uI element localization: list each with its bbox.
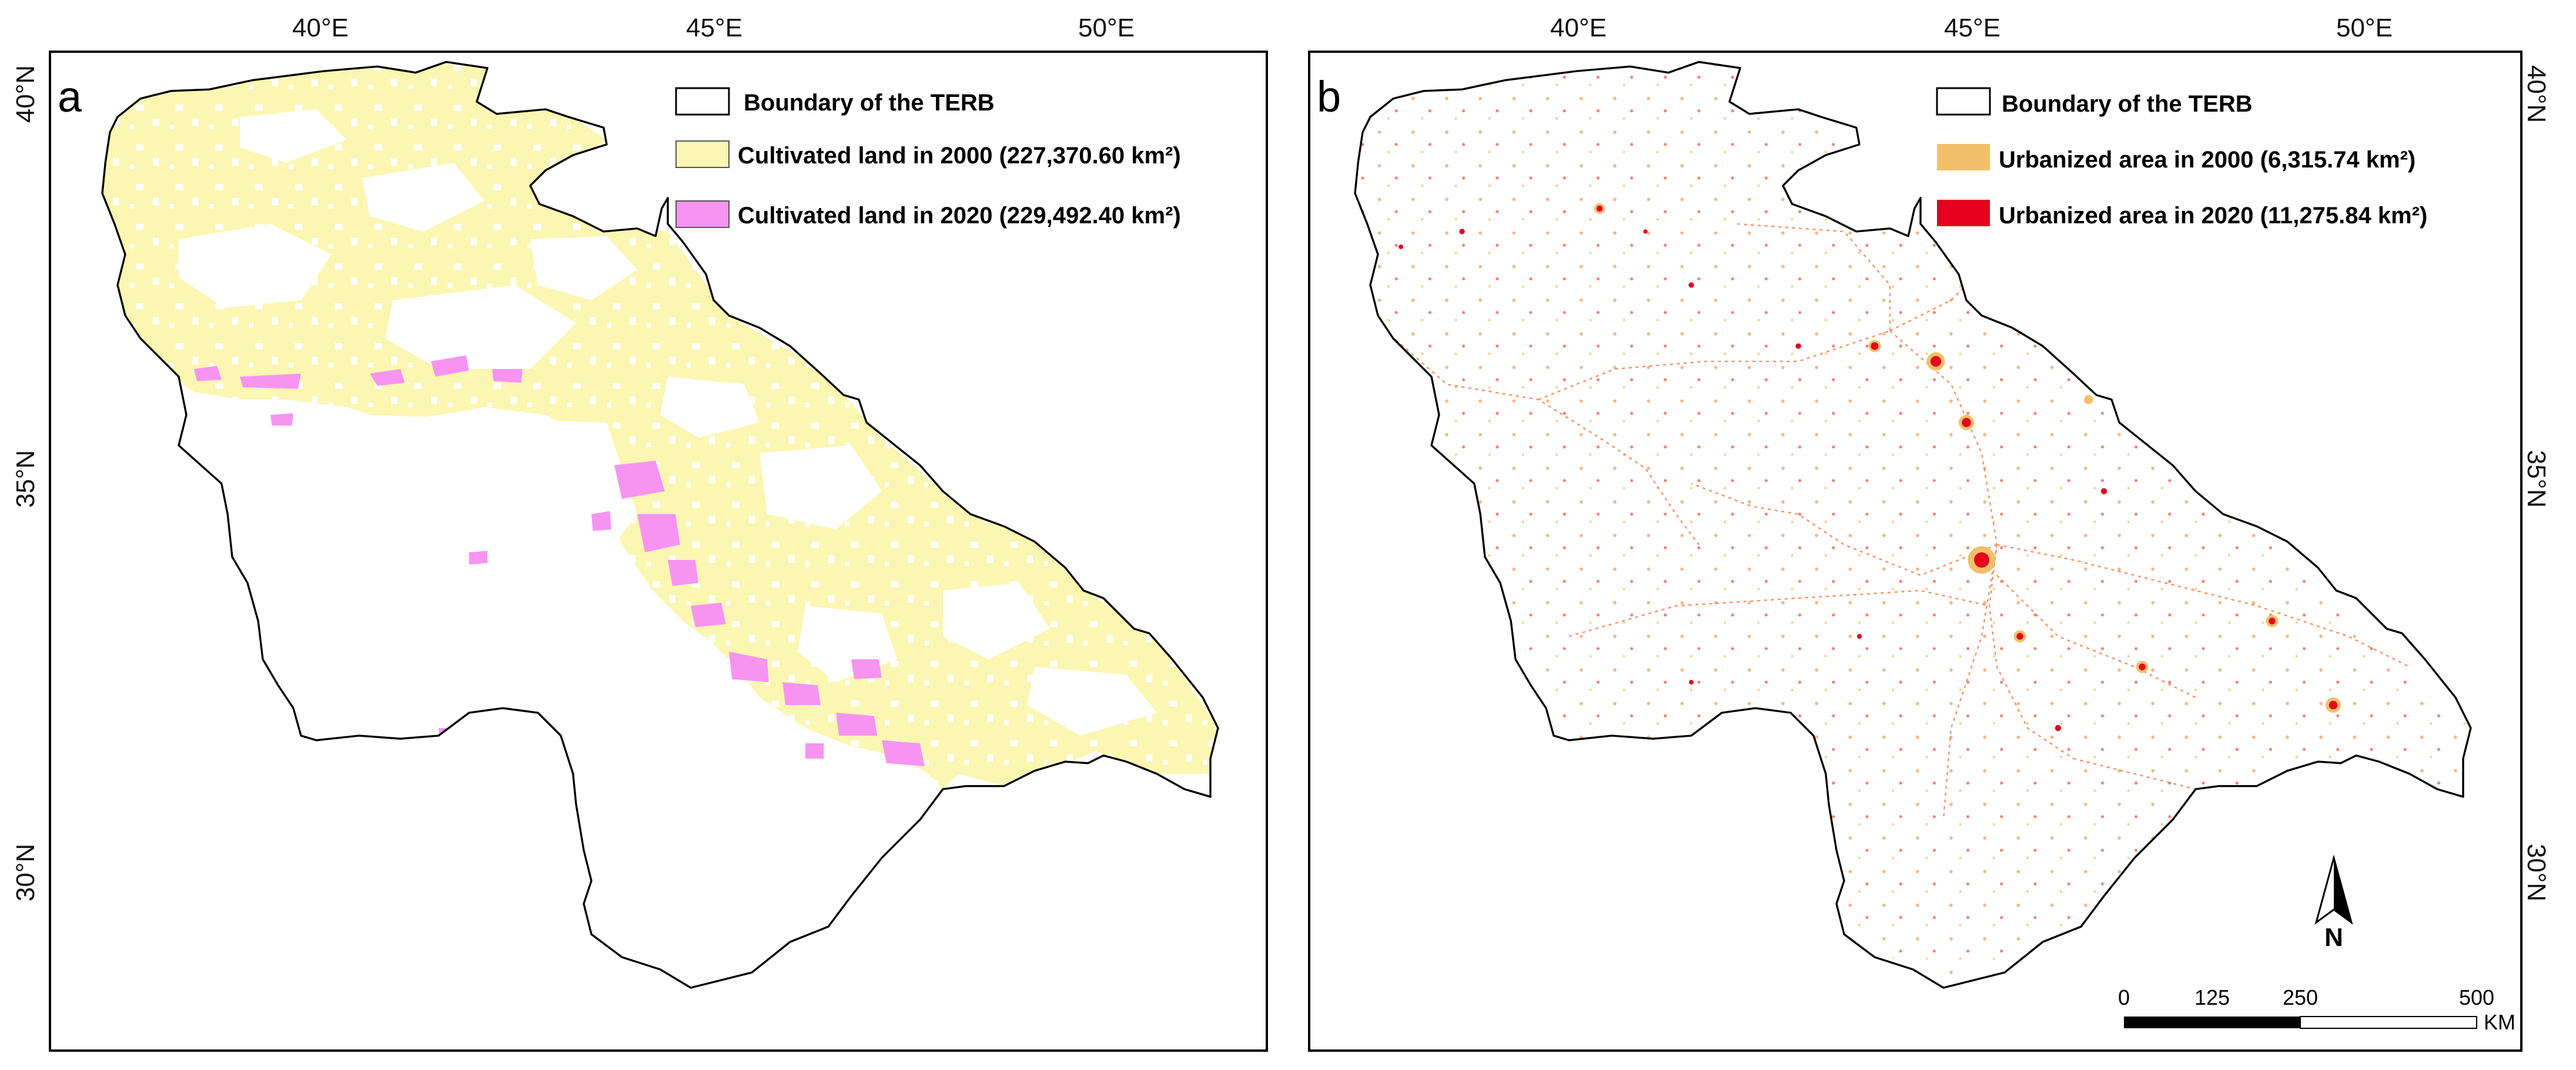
north-arrow: N (2314, 854, 2353, 952)
left-lat-tick-35: 35°N (11, 450, 40, 508)
left-latitude-labels: 40°N 35°N 30°N (11, 65, 40, 901)
panel-a: a Boundary of the TERB Cultivated land i… (49, 51, 1268, 1052)
cultivated-2020-patches (148, 355, 925, 766)
cultivated-land-layer (102, 63, 1218, 789)
panel-b-letter: b (1317, 72, 1341, 121)
scale-bar: 0 125 250 500 KM (2118, 985, 2515, 1034)
north-arrow-label: N (2324, 923, 2343, 952)
top-lon-tick-a-50: 50°E (1078, 14, 1135, 42)
legend-b-label-boundary: Boundary of the TERB (2002, 91, 2253, 117)
top-lon-tick-a-40: 40°E (292, 14, 349, 42)
legend-a-label-2000: Cultivated land in 2000 (227,370.60 km²) (738, 143, 1181, 169)
legend-a-label-2020: Cultivated land in 2020 (229,492.40 km²) (738, 203, 1181, 229)
legend-b-label-2020: Urbanized area in 2020 (11,275.84 km²) (1999, 203, 2427, 229)
left-lat-tick-40: 40°N (11, 65, 40, 123)
map-a (101, 61, 1219, 989)
right-latitude-labels: 40°N 35°N 30°N (2522, 65, 2551, 901)
right-lat-tick-30: 30°N (2522, 844, 2551, 901)
panel-a-letter: a (58, 72, 82, 121)
scale-bar-segment-black (2124, 1017, 2300, 1028)
scale-bar-tick-125: 125 (2194, 985, 2230, 1009)
legend-b-label-2000: Urbanized area in 2000 (6,315.74 km²) (1999, 147, 2416, 173)
scale-bar-tick-250: 250 (2283, 985, 2318, 1009)
legend-b: Boundary of the TERB Urbanized area in 2… (1936, 87, 2427, 229)
scale-bar-tick-500: 500 (2459, 985, 2494, 1009)
legend-b-swatch-boundary (1936, 87, 1991, 116)
left-lat-tick-30: 30°N (11, 844, 40, 901)
scale-bar-segment-white (2300, 1016, 2477, 1029)
urban-speckle-region (1354, 63, 2471, 988)
legend-a: Boundary of the TERB Cultivated land in … (675, 87, 1181, 229)
scale-bar-tick-0: 0 (2118, 985, 2130, 1009)
scale-bar-unit: KM (2484, 1010, 2515, 1034)
legend-a-swatch-boundary (675, 87, 730, 116)
legend-a-label-boundary: Boundary of the TERB (744, 90, 995, 116)
legend-a-swatch-2000 (675, 140, 730, 168)
legend-b-swatch-2000 (1937, 144, 1990, 170)
top-lon-tick-b-50: 50°E (2336, 14, 2393, 42)
top-lon-tick-b-40: 40°E (1550, 14, 1607, 42)
top-longitude-labels: 40°E 45°E 50°E 40°E 45°E 50°E (292, 14, 2393, 42)
right-lat-tick-35: 35°N (2522, 450, 2551, 508)
top-lon-tick-b-45: 45°E (1944, 14, 2000, 42)
panel-b: b Boundary of the TERB Urbanized area in… (1308, 51, 2523, 1052)
top-lon-tick-a-45: 45°E (686, 14, 742, 42)
legend-a-swatch-2020 (675, 200, 730, 228)
cultivated-2000-region (102, 63, 1218, 789)
north-arrow-shade-icon (2334, 858, 2351, 923)
right-lat-tick-40: 40°N (2522, 65, 2551, 123)
legend-b-swatch-2020 (1937, 200, 1990, 226)
